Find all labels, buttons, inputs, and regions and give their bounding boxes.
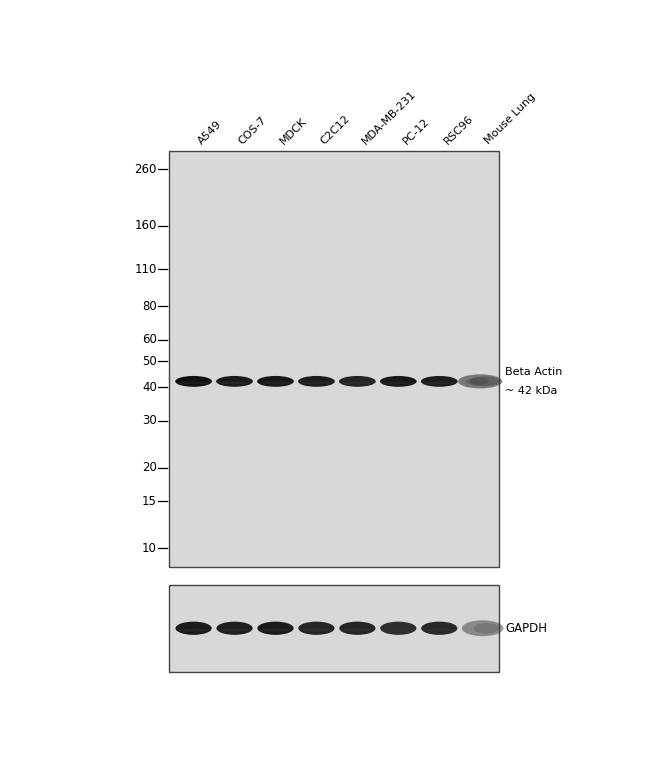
Text: Beta Actin: Beta Actin (506, 367, 563, 377)
Ellipse shape (421, 376, 458, 387)
Ellipse shape (220, 629, 250, 632)
Ellipse shape (260, 382, 291, 384)
Text: A549: A549 (196, 119, 224, 146)
Text: 60: 60 (142, 333, 157, 346)
Text: GAPDH: GAPDH (506, 622, 547, 635)
Ellipse shape (216, 622, 253, 635)
Text: 80: 80 (142, 300, 157, 313)
Bar (170, 585, 499, 672)
Ellipse shape (342, 382, 373, 384)
Ellipse shape (298, 622, 335, 635)
Ellipse shape (178, 382, 209, 384)
Text: Mouse Lung: Mouse Lung (483, 91, 537, 146)
Text: 110: 110 (135, 263, 157, 276)
Ellipse shape (421, 622, 458, 635)
Ellipse shape (179, 629, 209, 632)
Ellipse shape (424, 382, 455, 384)
Ellipse shape (424, 629, 454, 632)
Text: 50: 50 (142, 354, 157, 368)
Ellipse shape (383, 382, 414, 384)
Text: 160: 160 (135, 219, 157, 232)
Ellipse shape (458, 375, 502, 389)
Ellipse shape (474, 623, 499, 633)
Ellipse shape (261, 629, 291, 632)
Text: ~ 42 kDa: ~ 42 kDa (506, 386, 558, 396)
Ellipse shape (216, 376, 253, 387)
Ellipse shape (462, 620, 504, 637)
Text: 40: 40 (142, 381, 157, 393)
Text: MDCK: MDCK (278, 116, 309, 146)
Ellipse shape (339, 622, 376, 635)
Ellipse shape (176, 376, 212, 387)
Text: MDA-MB-231: MDA-MB-231 (360, 88, 417, 146)
Text: RSC96: RSC96 (442, 113, 475, 146)
Bar (170, 151, 499, 566)
Text: 20: 20 (142, 461, 157, 474)
Text: 10: 10 (142, 542, 157, 555)
Ellipse shape (219, 382, 250, 384)
Ellipse shape (301, 382, 332, 384)
Ellipse shape (343, 629, 372, 632)
Ellipse shape (380, 376, 417, 387)
Text: PC-12: PC-12 (401, 116, 431, 146)
Ellipse shape (257, 376, 294, 387)
Text: 15: 15 (142, 495, 157, 508)
Ellipse shape (380, 622, 417, 635)
Ellipse shape (466, 378, 488, 386)
Ellipse shape (469, 376, 499, 386)
Ellipse shape (302, 629, 332, 632)
Text: 260: 260 (135, 163, 157, 176)
Text: 30: 30 (142, 414, 157, 427)
Text: COS-7: COS-7 (237, 115, 268, 146)
Ellipse shape (257, 622, 294, 635)
Ellipse shape (384, 629, 413, 632)
Ellipse shape (339, 376, 376, 387)
Ellipse shape (298, 376, 335, 387)
Text: C2C12: C2C12 (319, 113, 352, 146)
Ellipse shape (176, 622, 212, 635)
